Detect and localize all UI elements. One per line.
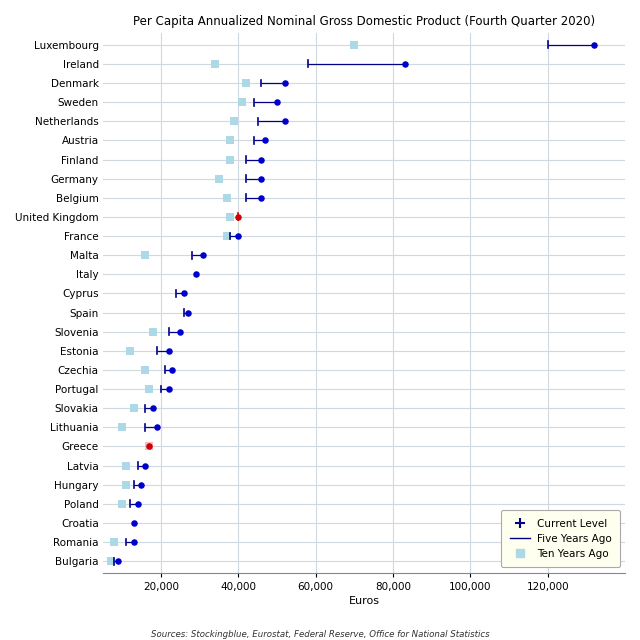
Point	[129, 537, 139, 547]
Text: Sources: Stockingblue, Eurostat, Federal Reserve, Office for National Statistics: Sources: Stockingblue, Eurostat, Federal…	[150, 630, 490, 639]
Point	[280, 78, 290, 88]
Point	[132, 499, 143, 509]
Point	[152, 422, 162, 433]
Point	[121, 479, 131, 490]
Point	[349, 40, 359, 50]
Point	[117, 499, 127, 509]
Point	[163, 346, 173, 356]
Point	[256, 154, 266, 164]
Point	[221, 193, 232, 203]
X-axis label: Euros: Euros	[348, 596, 380, 606]
Point	[140, 460, 150, 470]
Point	[144, 441, 154, 451]
Point	[148, 403, 158, 413]
Point	[233, 212, 243, 222]
Point	[241, 78, 251, 88]
Point	[140, 365, 150, 375]
Point	[121, 460, 131, 470]
Point	[113, 556, 124, 566]
Point	[129, 403, 139, 413]
Point	[117, 422, 127, 433]
Point	[191, 269, 201, 280]
Point	[179, 288, 189, 298]
Point	[399, 59, 410, 69]
Point	[163, 384, 173, 394]
Point	[237, 97, 247, 108]
Point	[272, 97, 282, 108]
Point	[144, 441, 154, 451]
Point	[175, 326, 185, 337]
Point	[109, 537, 120, 547]
Point	[148, 326, 158, 337]
Point	[210, 59, 220, 69]
Title: Per Capita Annualized Nominal Gross Domestic Product (Fourth Quarter 2020): Per Capita Annualized Nominal Gross Dome…	[133, 15, 595, 28]
Point	[256, 193, 266, 203]
Point	[129, 518, 139, 528]
Point	[221, 231, 232, 241]
Point	[106, 556, 116, 566]
Point	[225, 135, 236, 145]
Point	[136, 479, 147, 490]
Point	[167, 365, 177, 375]
Point	[198, 250, 209, 260]
Point	[229, 116, 239, 127]
Point	[256, 173, 266, 184]
Point	[183, 307, 193, 317]
Point	[280, 116, 290, 127]
Point	[589, 40, 599, 50]
Point	[214, 173, 224, 184]
Point	[140, 250, 150, 260]
Point	[144, 384, 154, 394]
Point	[233, 231, 243, 241]
Point	[225, 212, 236, 222]
Legend: Current Level, Five Years Ago, Ten Years Ago: Current Level, Five Years Ago, Ten Years…	[501, 510, 620, 568]
Point	[125, 346, 135, 356]
Point	[260, 135, 270, 145]
Point	[225, 154, 236, 164]
